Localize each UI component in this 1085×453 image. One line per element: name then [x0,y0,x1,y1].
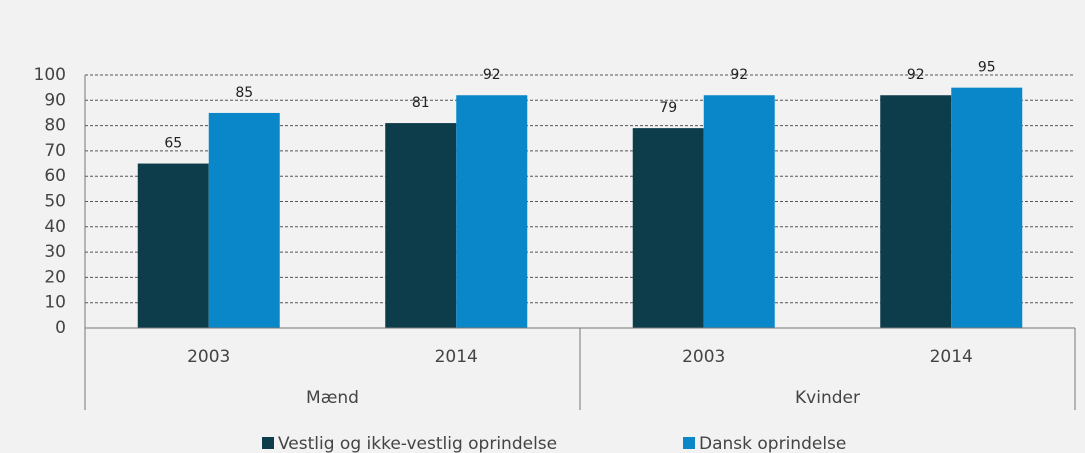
bar [703,95,775,329]
legend-label: Dansk oprindelse [699,434,846,453]
y-tick-label: 80 [44,116,66,136]
legend-label: Vestlig og ikke-vestlig oprindelse [278,434,557,453]
y-tick-label: 10 [44,293,66,313]
y-tick-label: 20 [44,267,66,287]
legend-swatch [262,437,274,449]
data-label: 85 [235,85,253,101]
bar [632,128,704,328]
bar [137,163,209,328]
y-tick-label: 40 [44,217,66,237]
y-tick-label: 50 [44,192,66,212]
y-tick-label: 90 [44,90,66,110]
data-label: 81 [412,95,430,111]
x-tick-label: 2003 [187,347,230,367]
data-label: 95 [978,60,996,76]
y-tick-label: 70 [44,141,66,161]
data-label: 92 [907,67,925,83]
y-tick-label: 0 [55,318,66,338]
group-label: Mænd [306,388,359,408]
y-tick-label: 60 [44,166,66,186]
bar [385,123,457,328]
data-label: 92 [730,67,748,83]
bar [951,87,1023,329]
y-tick-label: 30 [44,242,66,262]
x-tick-label: 2003 [682,347,725,367]
data-label: 65 [164,136,182,152]
group-label: Kvinder [795,388,860,408]
legend-swatch [683,437,695,449]
data-label: 92 [483,67,501,83]
bar [208,112,280,328]
x-tick-label: 2014 [930,347,973,367]
y-tick-label: 100 [34,65,66,85]
data-label: 79 [659,100,677,116]
bar [880,95,952,329]
bar [456,95,528,329]
x-tick-label: 2014 [435,347,478,367]
